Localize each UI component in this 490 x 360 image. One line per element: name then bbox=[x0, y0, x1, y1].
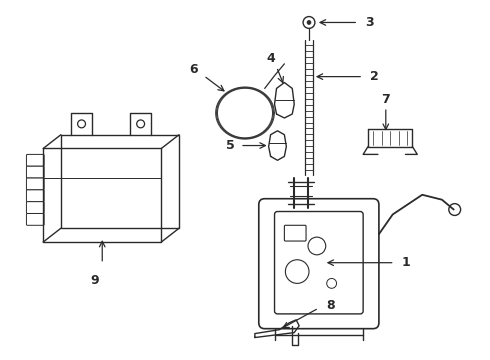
Text: 8: 8 bbox=[327, 298, 335, 311]
FancyBboxPatch shape bbox=[26, 154, 44, 166]
FancyBboxPatch shape bbox=[26, 166, 44, 178]
FancyBboxPatch shape bbox=[26, 190, 44, 202]
Text: 9: 9 bbox=[90, 274, 98, 287]
Text: 7: 7 bbox=[381, 93, 390, 106]
FancyBboxPatch shape bbox=[274, 212, 363, 314]
Text: 5: 5 bbox=[226, 139, 235, 152]
FancyBboxPatch shape bbox=[284, 225, 306, 241]
FancyBboxPatch shape bbox=[259, 199, 379, 329]
Circle shape bbox=[307, 21, 311, 24]
FancyBboxPatch shape bbox=[26, 178, 44, 190]
FancyBboxPatch shape bbox=[26, 202, 44, 213]
Text: 1: 1 bbox=[401, 256, 410, 269]
Text: 2: 2 bbox=[370, 70, 379, 83]
Text: 3: 3 bbox=[365, 16, 374, 29]
Text: 4: 4 bbox=[266, 53, 275, 66]
Text: 6: 6 bbox=[190, 63, 198, 76]
FancyBboxPatch shape bbox=[26, 213, 44, 225]
